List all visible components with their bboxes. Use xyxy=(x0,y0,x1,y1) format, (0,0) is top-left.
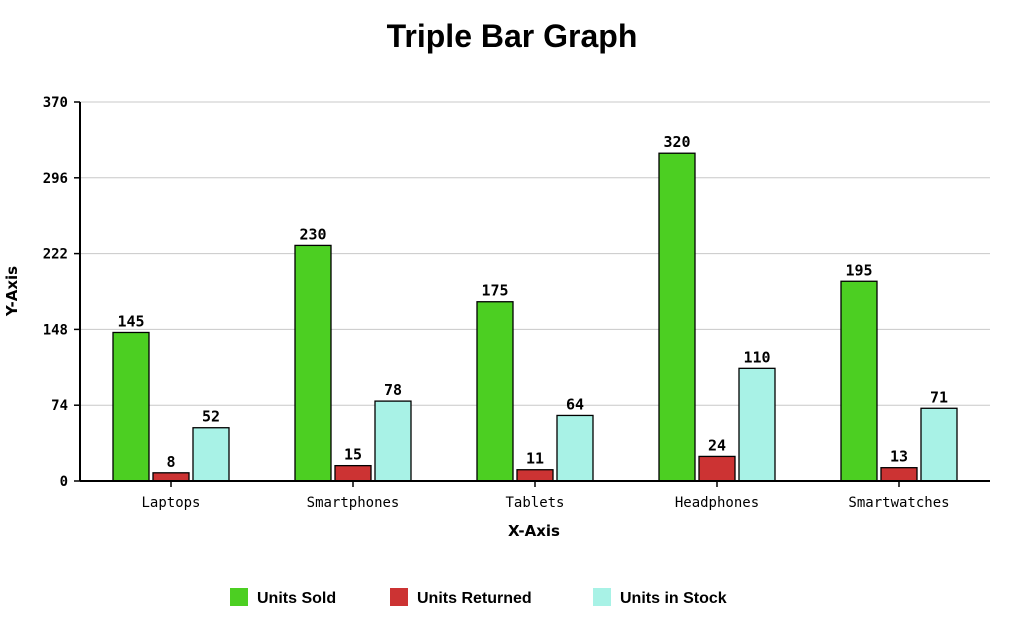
bar-laptops-units-returned xyxy=(152,472,190,482)
x-tick-label-tablets: Tablets xyxy=(505,495,564,511)
chart-title: Triple Bar Graph xyxy=(387,18,638,54)
bar-smartphones-units-returned xyxy=(334,464,372,482)
legend-swatch-units-sold xyxy=(230,588,248,606)
bar-smartphones-units-sold xyxy=(294,244,332,482)
x-tick-label-laptops: Laptops xyxy=(141,495,200,511)
data-label-tablets-units-in-stock: 64 xyxy=(566,395,584,413)
y-tick-label-74: 74 xyxy=(51,398,68,414)
data-label-headphones-units-sold: 320 xyxy=(663,133,690,151)
bar-smartwatches-units-sold xyxy=(840,280,878,482)
data-label-tablets-units-sold: 175 xyxy=(481,282,508,300)
y-tick-label-148: 148 xyxy=(43,322,68,338)
data-label-headphones-units-returned: 24 xyxy=(708,436,726,454)
legend-label-units-in-stock: Units in Stock xyxy=(620,590,727,607)
y-tick-label-370: 370 xyxy=(43,95,68,111)
bar-smartwatches-units-returned xyxy=(880,467,918,482)
bar-tablets-units-in-stock xyxy=(556,414,594,482)
data-label-laptops-units-returned: 8 xyxy=(166,453,175,471)
bar-headphones-units-in-stock xyxy=(738,367,776,482)
data-label-smartwatches-units-in-stock: 71 xyxy=(930,388,948,406)
data-labels: 145 8 52 230 15 78 175 11 64 320 24 110 195 13 71 xyxy=(117,133,948,471)
y-tick-label-0: 0 xyxy=(60,474,68,490)
data-label-smartwatches-units-returned: 13 xyxy=(890,448,908,466)
bar-smartphones-units-in-stock xyxy=(374,400,412,482)
y-tick-labels: 0 74 148 222 296 370 xyxy=(43,95,80,490)
y-tick-label-296: 296 xyxy=(43,171,68,187)
data-label-tablets-units-returned: 11 xyxy=(526,450,544,468)
legend-swatch-units-in-stock xyxy=(593,588,611,606)
data-label-laptops-units-in-stock: 52 xyxy=(202,408,220,426)
bar-tablets-units-returned xyxy=(516,469,554,482)
legend-label-units-sold: Units Sold xyxy=(257,590,336,607)
legend: Units Sold Units Returned Units in Stock xyxy=(230,588,727,607)
gridlines xyxy=(80,101,990,406)
x-tick-labels: Laptops Smartphones Tablets Headphones Smart… xyxy=(141,481,950,511)
y-tick-label-222: 222 xyxy=(43,247,68,263)
bar-headphones-units-sold xyxy=(658,152,696,482)
data-label-smartphones-units-in-stock: 78 xyxy=(384,381,402,399)
x-tick-label-smartwatches: Smartwatches xyxy=(848,495,949,511)
legend-label-units-returned: Units Returned xyxy=(417,590,532,607)
y-axis-title: Y-Axis xyxy=(3,266,21,317)
bar-tablets-units-sold xyxy=(476,301,514,482)
data-label-smartphones-units-returned: 15 xyxy=(344,446,362,464)
bar-headphones-units-returned xyxy=(698,455,736,482)
bars xyxy=(112,152,958,482)
x-tick-label-smartphones: Smartphones xyxy=(307,495,400,511)
bar-smartwatches-units-in-stock xyxy=(920,407,958,482)
data-label-headphones-units-in-stock: 110 xyxy=(743,348,770,366)
bar-laptops-units-sold xyxy=(112,331,150,482)
data-label-laptops-units-sold: 145 xyxy=(117,312,144,330)
x-axis-title: X-Axis xyxy=(508,522,560,540)
bar-laptops-units-in-stock xyxy=(192,427,230,482)
legend-swatch-units-returned xyxy=(390,588,408,606)
data-label-smartwatches-units-sold: 195 xyxy=(845,261,872,279)
x-tick-label-headphones: Headphones xyxy=(675,495,759,511)
data-label-smartphones-units-sold: 230 xyxy=(299,225,326,243)
